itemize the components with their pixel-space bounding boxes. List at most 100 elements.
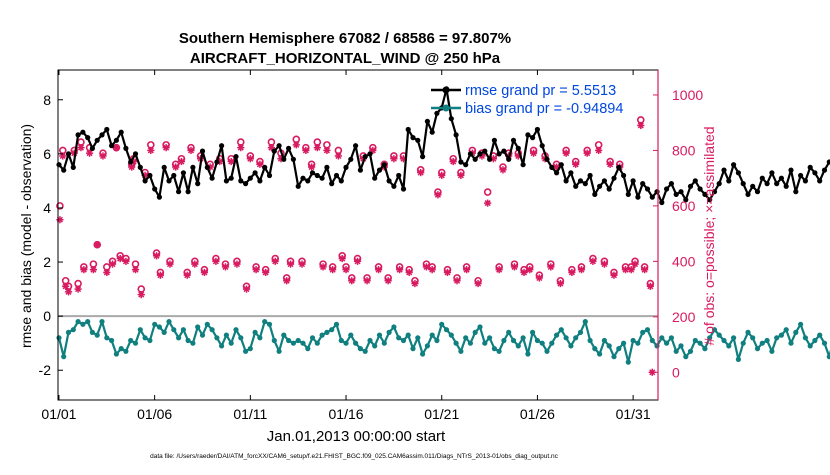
bias-point	[726, 343, 732, 349]
rmse-point	[826, 159, 830, 165]
rmse-point	[683, 197, 689, 203]
rmse-point	[70, 164, 76, 170]
bias-point	[223, 332, 229, 338]
bias-point	[61, 354, 67, 360]
bias-point	[109, 337, 115, 344]
obs-possible-marker	[56, 202, 64, 210]
obs-assimilated-marker	[227, 157, 235, 166]
rmse-point	[305, 178, 311, 184]
obs-assimilated-stroke	[595, 147, 602, 154]
y-tick-label-left: 2	[43, 254, 51, 270]
obs-assimilated-marker	[363, 277, 371, 285]
obs-assimilated-stroke	[463, 266, 470, 273]
rmse-point	[477, 151, 483, 157]
rmse-point	[362, 154, 368, 160]
rmse-point	[209, 175, 215, 181]
x-tick-label: 01/11	[233, 406, 267, 422]
x-tick-label: 01/31	[616, 406, 651, 422]
rmse-point	[400, 186, 407, 192]
y-tick-label-right: 200	[672, 309, 696, 325]
rmse-point	[649, 194, 655, 200]
bias-point	[506, 329, 512, 335]
obs-assimilated-marker	[80, 266, 88, 274]
rmse-point	[180, 170, 186, 176]
rmse-point	[219, 143, 225, 149]
bias-point	[381, 340, 387, 346]
obs-assimilated-marker	[583, 149, 591, 157]
bias-point	[539, 340, 545, 346]
obs-assimilated-marker	[152, 252, 161, 260]
rmse-point	[118, 129, 124, 135]
obs-assimilated-marker	[307, 163, 316, 171]
bias-point	[305, 346, 311, 352]
obs-assimilated-marker	[112, 144, 120, 152]
obs-assimilated-marker	[556, 279, 564, 288]
rmse-point	[109, 143, 115, 149]
obs-assimilated-stroke	[375, 266, 382, 273]
bias-point	[348, 332, 354, 338]
legend-bias-marker	[442, 104, 450, 112]
obs-assimilated-stroke	[610, 272, 618, 279]
bias-point	[807, 343, 813, 349]
obs-assimilated-stroke	[172, 164, 179, 171]
bias-point	[80, 321, 86, 327]
obs-assimilated-stroke	[390, 155, 397, 162]
rmse-point	[783, 183, 789, 189]
rmse-point	[740, 181, 746, 187]
bias-point	[515, 343, 521, 349]
y-tick-label-right: 0	[672, 364, 680, 380]
y-tick-label-left: -2	[39, 362, 52, 378]
obs-assimilated-stroke	[99, 152, 107, 160]
rmse-point	[501, 148, 507, 154]
obs-assimilated-stroke	[103, 269, 110, 276]
obs-assimilated-stroke	[438, 172, 445, 179]
bias-point	[309, 335, 316, 341]
obs-assimilated-stroke	[191, 261, 198, 268]
obs-assimilated-marker	[147, 146, 155, 155]
bias-point	[190, 340, 196, 346]
obs-assimilated-stroke	[201, 269, 208, 276]
bias-point	[333, 321, 340, 327]
obs-assimilated-marker	[338, 254, 346, 263]
bias-point	[429, 332, 435, 338]
rmse-point	[563, 178, 569, 184]
obs-assimilated-marker	[292, 141, 300, 149]
bias-point	[195, 324, 201, 330]
bias-point	[793, 329, 799, 335]
rmse-point	[750, 183, 756, 189]
bias-point	[410, 346, 416, 352]
obs-assimilated-marker	[568, 268, 576, 277]
obs-assimilated-stroke	[90, 266, 97, 273]
obs-assimilated-marker	[595, 146, 603, 155]
rmse-point	[659, 199, 665, 206]
rmse-point	[132, 151, 139, 157]
bias-point	[247, 346, 253, 352]
obs-assimilated-marker	[637, 121, 645, 130]
rmse-point	[85, 135, 91, 141]
rmse-point	[530, 135, 536, 141]
obs-assimilated-marker	[99, 152, 107, 160]
obs-assimilated-marker	[187, 146, 195, 155]
obs-assimilated-stroke	[478, 152, 485, 160]
bias-point	[711, 327, 718, 333]
obs-assimilated-marker	[298, 260, 306, 268]
bias-point	[415, 335, 421, 341]
rmse-point	[56, 162, 62, 168]
obs-assimilated-marker	[329, 266, 337, 274]
rmse-point	[654, 189, 660, 195]
y-tick-label-left: 6	[43, 146, 51, 162]
obs-assimilated-marker	[572, 160, 580, 168]
bias-point	[338, 337, 344, 344]
bias-point	[199, 332, 206, 338]
rmse-point	[75, 132, 81, 138]
bias-point	[214, 335, 220, 341]
bias-point	[443, 327, 450, 333]
bias-point	[601, 337, 608, 344]
obs-assimilated-stroke	[631, 261, 639, 268]
obs-assimilated-marker	[131, 266, 140, 274]
obs-assimilated-marker	[242, 285, 251, 293]
bias-point	[70, 327, 76, 333]
bias-point	[740, 340, 746, 346]
obs-assimilated-marker	[256, 160, 264, 168]
